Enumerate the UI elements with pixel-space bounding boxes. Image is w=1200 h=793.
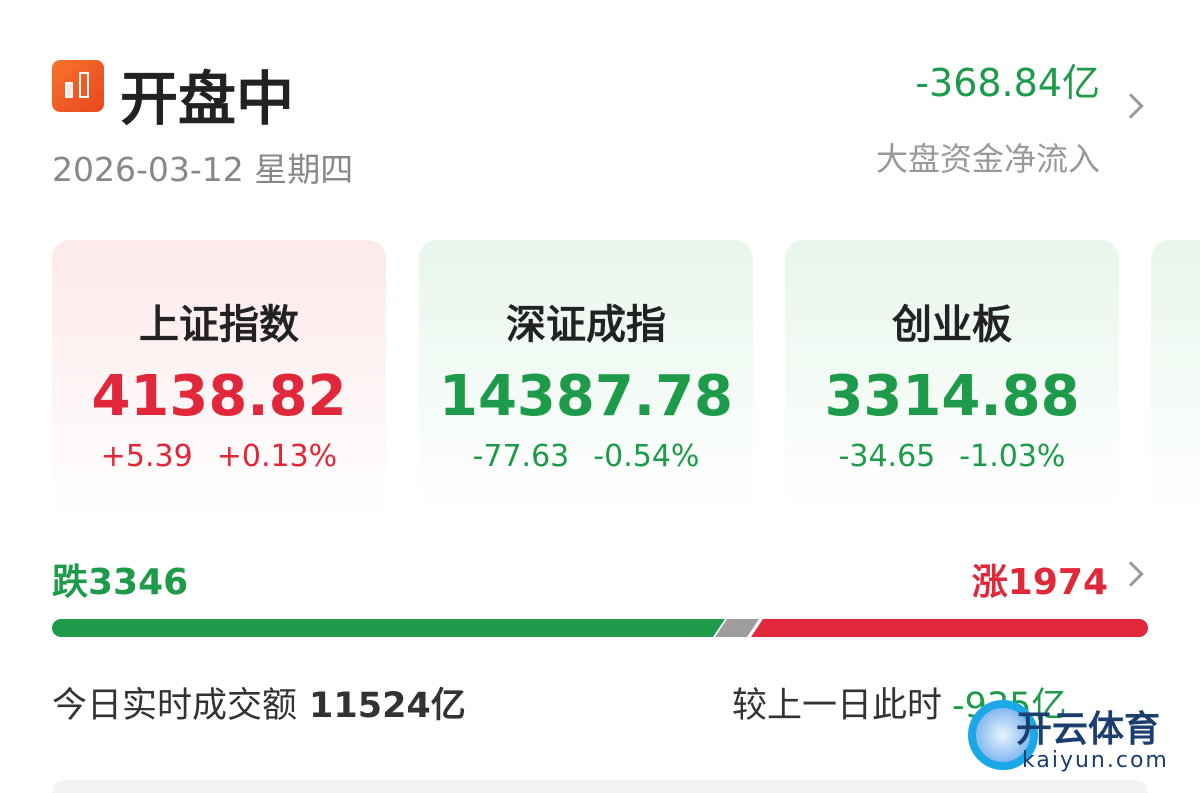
index-pct: -0.54% (593, 439, 700, 474)
turnover-label: 今日实时成交额 (52, 686, 298, 726)
watermark-text: 开云体育 (1016, 709, 1161, 750)
index-card-partial[interactable] (1151, 240, 1200, 520)
index-name: 上证指数 (139, 302, 299, 348)
index-change: -34.65 (838, 439, 936, 474)
index-change: +5.39 (100, 439, 193, 474)
index-card-shanghai[interactable]: 上证指数 4138.82 +5.39 +0.13% (52, 240, 386, 520)
index-pct: -1.03% (959, 439, 1066, 474)
rise-segment (751, 619, 1148, 637)
fall-count: 跌3346 (52, 562, 189, 603)
chevron-right-icon[interactable] (1118, 93, 1144, 119)
index-value: 3314.88 (824, 364, 1080, 429)
watermark-domain: kaiyun.com (1022, 748, 1169, 773)
index-card-shenzhen[interactable]: 深证成指 14387.78 -77.63 -0.54% (419, 240, 753, 520)
page-title: 开盘中 (120, 65, 295, 133)
breadth-bar (52, 619, 1148, 637)
soccer-ball-icon (968, 700, 1038, 770)
date: 2026-03-12 星期四 (52, 150, 354, 189)
net-flow-value[interactable]: -368.84亿 (915, 61, 1100, 105)
fall-segment (52, 619, 725, 637)
chevron-right-icon[interactable] (1118, 561, 1144, 587)
market-icon (52, 60, 104, 112)
index-name: 创业板 (892, 302, 1012, 348)
index-card-chinext[interactable]: 创业板 3314.88 -34.65 -1.03% (785, 240, 1119, 520)
rise-count[interactable]: 涨1974 (971, 562, 1108, 603)
turnover: 今日实时成交额 11524亿 (52, 677, 466, 728)
index-value: 14387.78 (438, 364, 734, 429)
turnover-value: 11524亿 (309, 686, 466, 726)
net-flow-label[interactable]: 大盘资金净流入 (875, 140, 1100, 178)
index-pct: +0.13% (216, 439, 338, 474)
flat-segment (715, 619, 759, 637)
compare-label: 较上一日此时 (732, 686, 943, 726)
index-change: -77.63 (472, 439, 570, 474)
bottom-panel (52, 780, 1148, 793)
watermark-logo: 开云体育 kaiyun.com (918, 688, 1188, 788)
index-name: 深证成指 (506, 302, 666, 348)
index-value: 4138.82 (91, 364, 347, 429)
